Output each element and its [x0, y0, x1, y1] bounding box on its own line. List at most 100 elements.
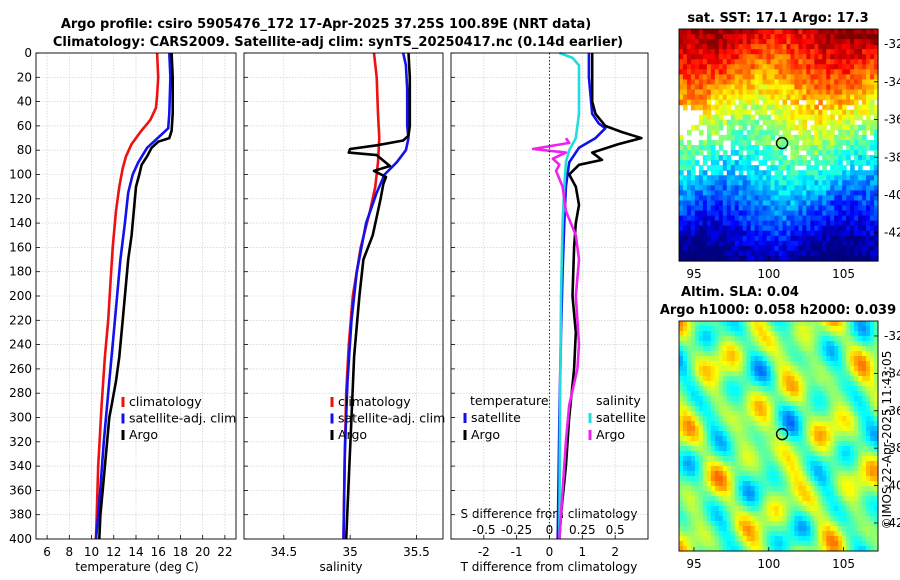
map-cell — [794, 109, 799, 116]
map-cell — [866, 210, 871, 217]
map-cell — [742, 401, 748, 407]
map-cell — [806, 200, 811, 207]
map-cell — [734, 64, 740, 70]
map-cell — [854, 64, 859, 70]
map-cell — [770, 446, 776, 452]
map-cell — [758, 200, 764, 207]
map-cell — [806, 210, 811, 217]
map-cell — [710, 79, 716, 86]
map-cell — [862, 170, 867, 176]
map-cell — [702, 180, 708, 186]
map-cell — [842, 230, 847, 237]
map-cell — [734, 134, 740, 141]
map-cell — [679, 466, 684, 472]
map-cell — [690, 381, 696, 387]
map-cell — [762, 506, 768, 512]
map-cell — [686, 471, 692, 477]
map-cell — [702, 190, 708, 197]
map-cell — [850, 39, 855, 45]
map-cell — [690, 516, 696, 522]
map-cell — [694, 69, 700, 75]
map-cell — [722, 391, 728, 397]
map-cell — [702, 250, 708, 257]
map-cell — [686, 476, 692, 482]
map-cell — [858, 411, 863, 417]
map-cell — [686, 496, 692, 502]
map-cell — [774, 341, 780, 347]
map-cell — [814, 145, 819, 151]
map-cell — [746, 245, 752, 252]
map-cell — [818, 516, 823, 522]
map-cell — [818, 84, 823, 91]
map-cell — [694, 59, 700, 65]
map-cell — [722, 220, 728, 227]
map-cell — [782, 59, 788, 65]
map-cell — [862, 134, 867, 141]
map-cell — [806, 421, 811, 427]
map-cell — [698, 225, 704, 232]
map-cell — [770, 99, 776, 106]
map-cell — [726, 225, 732, 232]
map-cell — [794, 139, 799, 146]
map-cell — [718, 356, 724, 362]
map-cell — [770, 361, 776, 367]
map-cell — [710, 431, 716, 437]
map-cell — [854, 486, 859, 492]
map-cell — [770, 341, 776, 347]
map-cell — [806, 396, 811, 402]
map-cell — [810, 356, 815, 362]
map-cell — [834, 155, 839, 161]
map-cell — [718, 496, 724, 502]
map-cell — [810, 531, 815, 537]
map-cell — [702, 336, 708, 342]
map-cell — [702, 526, 708, 532]
map-cell — [834, 446, 839, 452]
map-cell — [814, 416, 819, 422]
map-cell — [790, 531, 796, 537]
map-cell — [814, 461, 819, 467]
map-cell — [802, 376, 807, 382]
map-cell — [826, 129, 831, 136]
map-cell — [679, 74, 684, 81]
map-cell — [734, 341, 740, 347]
map-cell — [842, 205, 847, 212]
map-cell — [838, 406, 843, 412]
map-cell — [822, 486, 827, 492]
map-cell — [762, 175, 768, 181]
map-cell — [746, 255, 752, 262]
map-cell — [790, 145, 796, 151]
map-cell — [846, 34, 851, 40]
map-cell — [738, 190, 744, 197]
map-cell — [758, 366, 764, 372]
map-cell — [790, 39, 796, 45]
map-cell — [734, 391, 740, 397]
map-cell — [679, 39, 684, 45]
map-cell — [818, 145, 823, 151]
map-cell — [758, 536, 764, 542]
map-cell — [774, 195, 780, 202]
map-cell — [694, 341, 700, 347]
map-cell — [838, 426, 843, 432]
map-cell — [862, 426, 867, 432]
map-cell — [790, 401, 796, 407]
map-cell — [874, 74, 879, 81]
map-cell — [802, 531, 807, 537]
map-cell — [766, 139, 772, 146]
map-cell — [742, 346, 748, 352]
map-cell — [702, 321, 708, 327]
map-cell — [834, 190, 839, 197]
map-cell — [846, 366, 851, 372]
map-cell — [682, 416, 688, 422]
map-cell — [730, 54, 736, 60]
map-cell — [718, 386, 724, 392]
map-cell — [682, 49, 688, 55]
map-cell — [690, 190, 696, 197]
map-cell — [782, 84, 788, 91]
map-cell — [874, 210, 879, 217]
map-cell — [778, 386, 784, 392]
map-cell — [778, 491, 784, 497]
map-cell — [782, 446, 788, 452]
map-cell — [862, 491, 867, 497]
map-cell — [782, 230, 788, 237]
map-cell — [722, 461, 728, 467]
